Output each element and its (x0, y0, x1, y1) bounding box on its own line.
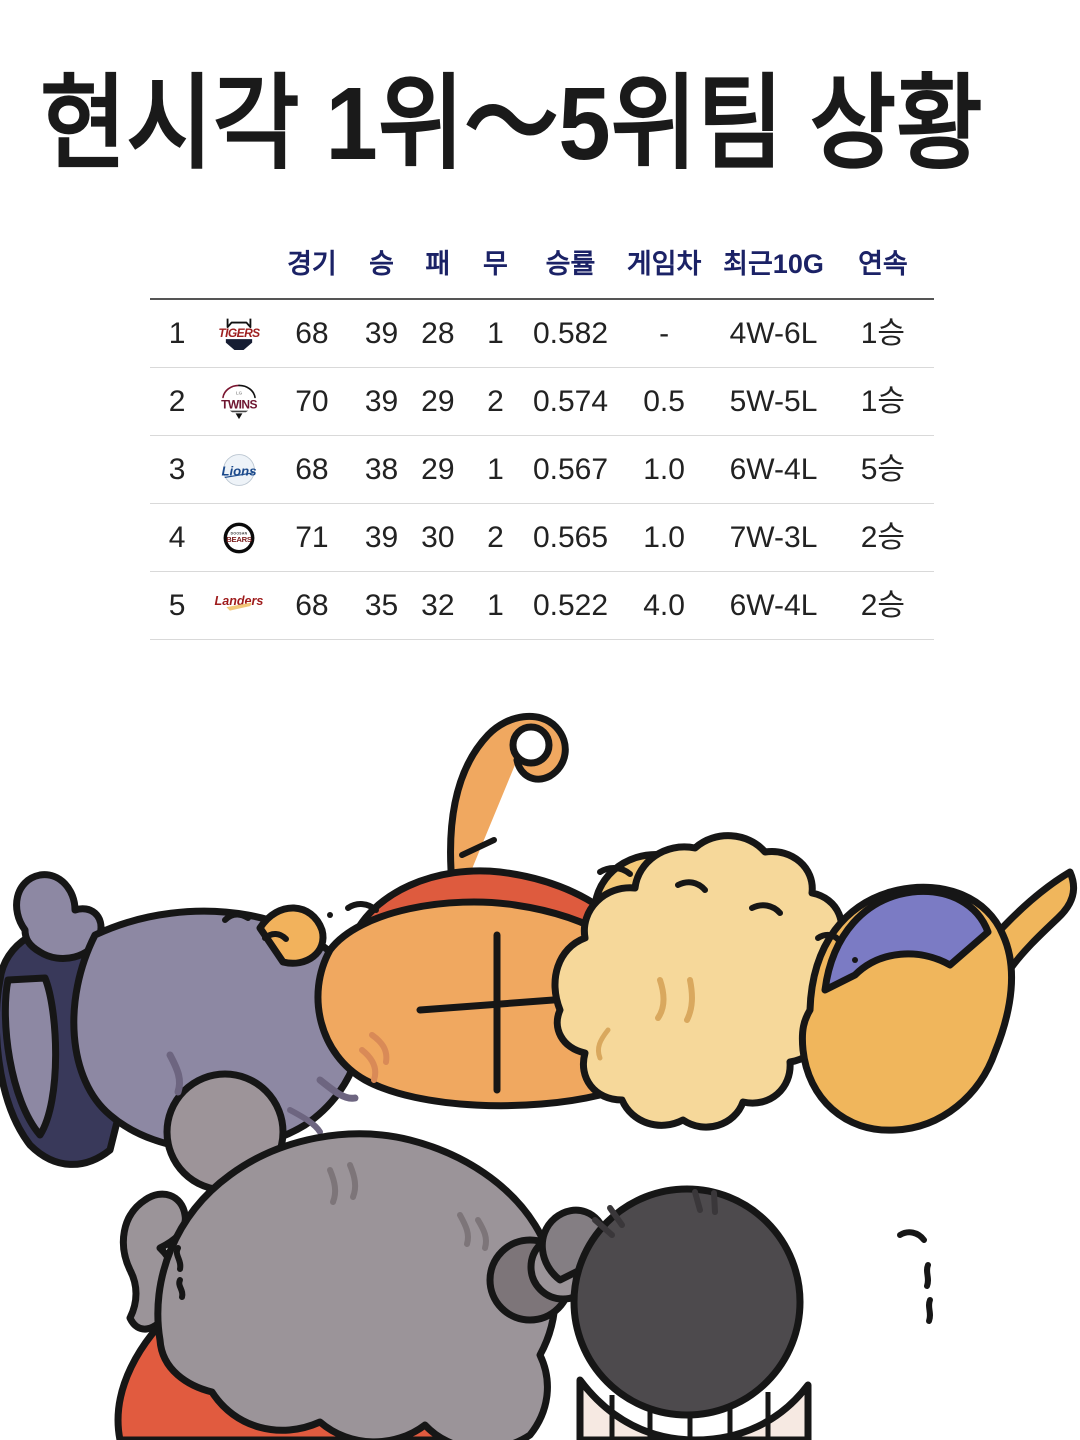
svg-text:Lions: Lions (221, 463, 256, 478)
svg-text:TWINS: TWINS (221, 397, 257, 411)
svg-text:BEARS: BEARS (226, 535, 252, 544)
svg-text:LG: LG (236, 390, 243, 395)
svg-text:TIGERS: TIGERS (218, 325, 260, 339)
